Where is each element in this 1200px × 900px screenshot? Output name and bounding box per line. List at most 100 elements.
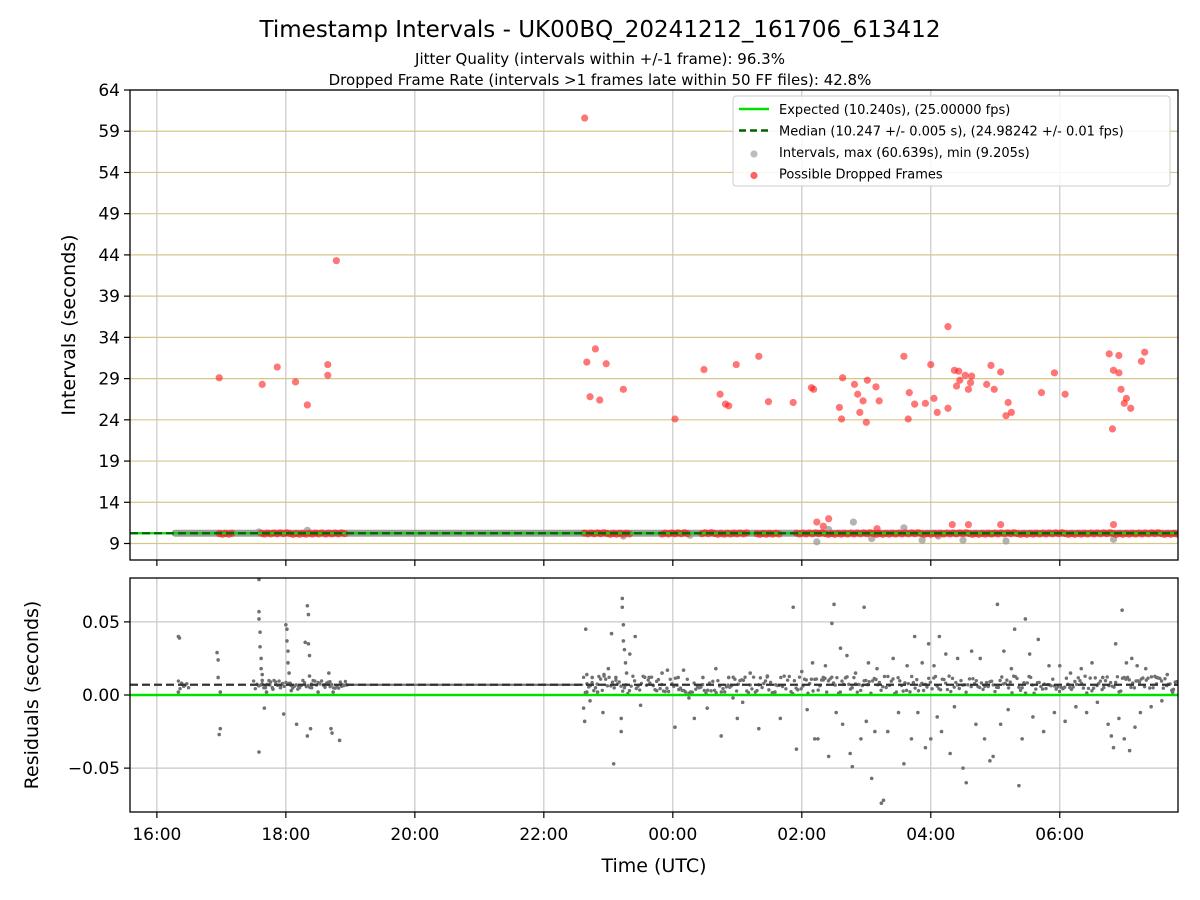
axes-frame bbox=[129, 89, 1179, 561]
residual-point bbox=[1098, 679, 1103, 683]
residual-point bbox=[955, 656, 960, 661]
residual-point bbox=[1005, 678, 1009, 682]
dropped-frame-point bbox=[904, 415, 912, 423]
residual-point bbox=[621, 623, 626, 627]
residual-point bbox=[984, 680, 989, 685]
residual-point bbox=[583, 627, 588, 631]
residual-point bbox=[982, 737, 987, 741]
dropped-frame-point bbox=[863, 376, 871, 384]
residual-point bbox=[755, 688, 759, 693]
residual-point bbox=[1063, 719, 1067, 724]
residual-point bbox=[705, 706, 710, 710]
residual-point bbox=[1017, 685, 1021, 689]
residual-point bbox=[1039, 684, 1043, 689]
dropped-frame-point bbox=[990, 385, 998, 393]
residual-point bbox=[858, 688, 863, 693]
y-tick-label: 59 bbox=[98, 122, 120, 142]
residual-point bbox=[799, 687, 803, 691]
residual-point bbox=[1078, 679, 1082, 683]
residual-point bbox=[792, 679, 797, 683]
residual-point bbox=[701, 675, 705, 680]
dropped-frame-point bbox=[581, 114, 589, 122]
residual-point bbox=[1119, 689, 1123, 693]
residual-point bbox=[1146, 676, 1150, 680]
residual-point bbox=[928, 737, 933, 741]
residual-point bbox=[585, 690, 589, 694]
residual-point bbox=[920, 661, 924, 665]
residual-point bbox=[318, 682, 322, 686]
dropped-frame-point bbox=[900, 352, 908, 360]
residual-point bbox=[176, 679, 181, 683]
residual-point bbox=[673, 676, 678, 680]
residual-point bbox=[1027, 652, 1032, 656]
dropped-frame-point bbox=[1115, 351, 1123, 360]
dropped-frame-point bbox=[955, 367, 963, 375]
residual-point bbox=[816, 688, 820, 692]
residual-point bbox=[1000, 675, 1004, 679]
residual-point bbox=[714, 691, 718, 695]
residual-point bbox=[768, 680, 773, 684]
residual-point bbox=[330, 682, 334, 687]
dropped-frame-point bbox=[930, 394, 938, 402]
residual-point bbox=[1111, 745, 1116, 750]
dropped-frame-point bbox=[921, 399, 930, 407]
residual-point bbox=[787, 674, 791, 679]
interval-point bbox=[813, 538, 821, 546]
residual-point bbox=[862, 605, 866, 610]
residual-point bbox=[743, 675, 747, 679]
residual-point bbox=[1135, 663, 1139, 668]
residual-point bbox=[1102, 685, 1106, 690]
residual-point bbox=[271, 687, 275, 691]
dropped-frame-point bbox=[850, 380, 859, 388]
residual-point bbox=[186, 685, 191, 690]
residual-point bbox=[1049, 684, 1053, 688]
dropped-frame-point bbox=[835, 403, 844, 412]
dropped-frame-point bbox=[1127, 404, 1135, 412]
residual-point bbox=[1120, 608, 1124, 612]
residual-point bbox=[628, 652, 632, 656]
residual-point bbox=[1158, 676, 1162, 681]
residual-point bbox=[809, 677, 814, 681]
residual-point bbox=[735, 716, 740, 721]
residual-point bbox=[595, 690, 600, 694]
dropped-frame-point bbox=[700, 365, 708, 374]
residual-point bbox=[1031, 715, 1035, 719]
residual-point bbox=[1138, 710, 1143, 715]
residual-point bbox=[1161, 686, 1165, 690]
residual-point bbox=[886, 674, 890, 679]
residual-point bbox=[952, 704, 957, 709]
residual-point bbox=[823, 663, 828, 668]
residual-point bbox=[875, 666, 879, 671]
residual-point bbox=[799, 669, 804, 674]
legend-label: Possible Dropped Frames bbox=[779, 168, 943, 183]
residual-point bbox=[896, 710, 901, 715]
dropped-frame-point bbox=[732, 360, 740, 369]
residual-point bbox=[690, 690, 695, 694]
residual-point bbox=[830, 675, 834, 679]
residual-point bbox=[1175, 679, 1178, 684]
dropped-frame-point bbox=[944, 404, 952, 412]
y-tick-label: −0.05 bbox=[68, 759, 120, 779]
dropped-frame-point bbox=[933, 408, 941, 417]
interval-point bbox=[1002, 537, 1010, 545]
residual-point bbox=[307, 674, 312, 678]
residual-point bbox=[294, 683, 298, 687]
residual-point bbox=[939, 729, 944, 734]
residual-point bbox=[257, 578, 261, 582]
residual-point bbox=[1122, 737, 1127, 741]
dropped-frame-point bbox=[819, 522, 827, 530]
dropped-frame-point bbox=[862, 418, 870, 426]
residual-point bbox=[654, 688, 659, 693]
residual-point bbox=[881, 685, 885, 689]
residual-point bbox=[620, 596, 625, 601]
residual-point bbox=[217, 732, 222, 737]
residual-point bbox=[581, 675, 586, 680]
residual-point bbox=[1112, 685, 1116, 689]
residual-point bbox=[282, 684, 286, 689]
dropped-frame-point bbox=[927, 360, 935, 369]
residual-point bbox=[257, 750, 261, 754]
legend-label: Median (10.247 +/- 0.005 s), (24.98242 +… bbox=[779, 125, 1124, 140]
residual-point bbox=[687, 696, 691, 700]
residual-point bbox=[967, 677, 972, 681]
residual-point bbox=[1117, 716, 1121, 721]
